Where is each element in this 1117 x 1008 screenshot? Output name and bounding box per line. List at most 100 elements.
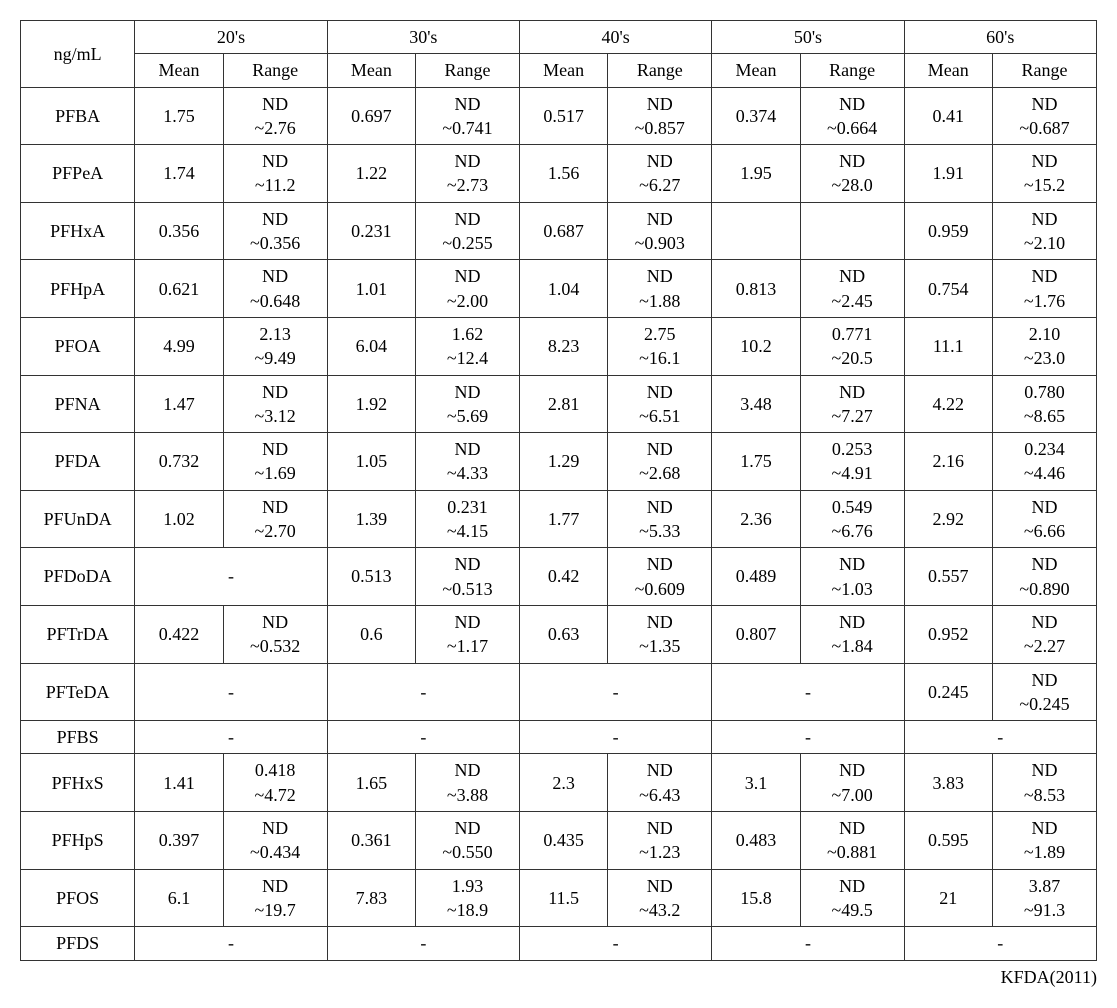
mean-cell: 2.81	[519, 375, 607, 433]
range-cell: ND~19.7	[223, 869, 327, 927]
table-row: PFNA1.47ND~3.121.92ND~5.692.81ND~6.513.4…	[21, 375, 1097, 433]
dash-cell: -	[327, 663, 519, 721]
range-cell: 2.13~9.49	[223, 317, 327, 375]
range-cell: ND~0.903	[608, 202, 712, 260]
row-label: PFHpA	[21, 260, 135, 318]
range-cell: 0.771~20.5	[800, 317, 904, 375]
table-row: PFHpS0.397ND~0.4340.361ND~0.5500.435ND~1…	[21, 812, 1097, 870]
mean-header: Mean	[135, 54, 223, 87]
range-cell: ND~0.255	[416, 202, 520, 260]
mean-cell: 0.595	[904, 812, 992, 870]
mean-cell: 3.1	[712, 754, 800, 812]
range-header: Range	[416, 54, 520, 87]
mean-cell: 0.959	[904, 202, 992, 260]
mean-header: Mean	[519, 54, 607, 87]
range-header: Range	[223, 54, 327, 87]
table-row: PFHpA0.621ND~0.6481.01ND~2.001.04ND~1.88…	[21, 260, 1097, 318]
range-cell: ND~2.68	[608, 433, 712, 491]
row-label: PFNA	[21, 375, 135, 433]
range-cell: ND~0.857	[608, 87, 712, 145]
mean-cell: 7.83	[327, 869, 415, 927]
dash-cell: -	[904, 721, 1096, 754]
range-cell: ND~43.2	[608, 869, 712, 927]
age-header-40s: 40's	[519, 21, 711, 54]
dash-cell: -	[519, 721, 711, 754]
table-row: PFDA0.732ND~1.691.05ND~4.331.29ND~2.681.…	[21, 433, 1097, 491]
mean-cell: 0.489	[712, 548, 800, 606]
table-row: PFOA4.992.13~9.496.041.62~12.48.232.75~1…	[21, 317, 1097, 375]
mean-cell: 1.56	[519, 145, 607, 203]
row-label: PFUnDA	[21, 490, 135, 548]
age-header-20s: 20's	[135, 21, 327, 54]
dash-cell: -	[135, 663, 327, 721]
data-table: ng/mL 20's 30's 40's 50's 60's MeanRange…	[20, 20, 1097, 961]
mean-cell: 0.6	[327, 605, 415, 663]
range-cell: ND~0.609	[608, 548, 712, 606]
mean-cell: 0.42	[519, 548, 607, 606]
dash-cell: -	[904, 927, 1096, 960]
mean-cell: 1.75	[135, 87, 223, 145]
range-cell: ND~1.03	[800, 548, 904, 606]
range-cell: ND~0.687	[992, 87, 1096, 145]
age-header-30s: 30's	[327, 21, 519, 54]
range-cell: ND~1.35	[608, 605, 712, 663]
range-header: Range	[800, 54, 904, 87]
mean-cell: 0.754	[904, 260, 992, 318]
table-row: PFBS-----	[21, 721, 1097, 754]
table-row: PFDoDA-0.513ND~0.5130.42ND~0.6090.489ND~…	[21, 548, 1097, 606]
range-cell: ND~1.84	[800, 605, 904, 663]
dash-cell: -	[519, 663, 711, 721]
mean-cell: 2.16	[904, 433, 992, 491]
mean-cell: 1.95	[712, 145, 800, 203]
mean-cell: 0.397	[135, 812, 223, 870]
mean-cell: 1.39	[327, 490, 415, 548]
age-header-50s: 50's	[712, 21, 904, 54]
mean-cell: 1.41	[135, 754, 223, 812]
mean-cell: 2.36	[712, 490, 800, 548]
range-cell: ND~28.0	[800, 145, 904, 203]
mean-cell: 1.65	[327, 754, 415, 812]
mean-cell: 0.687	[519, 202, 607, 260]
mean-cell: 4.99	[135, 317, 223, 375]
range-cell: ND~2.27	[992, 605, 1096, 663]
dash-cell: -	[712, 663, 904, 721]
dash-cell: -	[712, 927, 904, 960]
range-cell: ND~6.66	[992, 490, 1096, 548]
table-row: PFHxS1.410.418~4.721.65ND~3.882.3ND~6.43…	[21, 754, 1097, 812]
range-cell: ND~6.27	[608, 145, 712, 203]
mean-cell: 11.1	[904, 317, 992, 375]
range-cell: ND~0.648	[223, 260, 327, 318]
range-cell: ND~0.532	[223, 605, 327, 663]
source-citation: KFDA(2011)	[20, 967, 1097, 988]
mean-cell: 3.83	[904, 754, 992, 812]
range-cell: ND~2.76	[223, 87, 327, 145]
range-cell: ND~0.513	[416, 548, 520, 606]
table-row: PFOS6.1ND~19.77.831.93~18.911.5ND~43.215…	[21, 869, 1097, 927]
range-cell: ND~5.69	[416, 375, 520, 433]
range-cell: ND~1.88	[608, 260, 712, 318]
row-label: PFHxS	[21, 754, 135, 812]
range-cell: ND~0.664	[800, 87, 904, 145]
mean-cell: 8.23	[519, 317, 607, 375]
mean-cell: 1.02	[135, 490, 223, 548]
mean-cell: 21	[904, 869, 992, 927]
mean-cell: 2.3	[519, 754, 607, 812]
range-cell: ND~1.76	[992, 260, 1096, 318]
range-cell: ND~0.434	[223, 812, 327, 870]
mean-cell: 0.231	[327, 202, 415, 260]
mean-header: Mean	[712, 54, 800, 87]
range-cell: ND~2.45	[800, 260, 904, 318]
row-label: PFOA	[21, 317, 135, 375]
range-cell: 0.418~4.72	[223, 754, 327, 812]
table-row: PFBA1.75ND~2.760.697ND~0.7410.517ND~0.85…	[21, 87, 1097, 145]
range-cell: ND~2.70	[223, 490, 327, 548]
mean-cell: 10.2	[712, 317, 800, 375]
range-header: Range	[608, 54, 712, 87]
range-cell: ND~7.27	[800, 375, 904, 433]
age-header-60s: 60's	[904, 21, 1096, 54]
row-label: PFDS	[21, 927, 135, 960]
mean-cell: 0.807	[712, 605, 800, 663]
range-cell: 1.93~18.9	[416, 869, 520, 927]
mean-cell: 1.92	[327, 375, 415, 433]
range-cell: ND~2.00	[416, 260, 520, 318]
